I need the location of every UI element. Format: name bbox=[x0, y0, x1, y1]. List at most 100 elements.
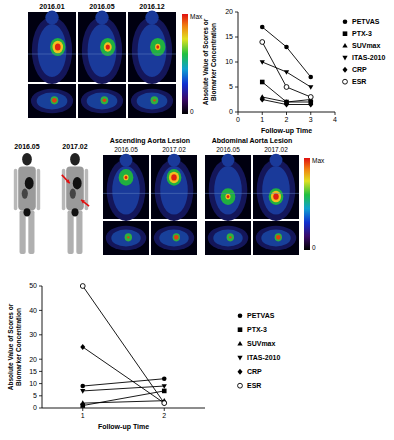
pet-uptake bbox=[52, 98, 57, 103]
pet-body bbox=[159, 230, 188, 247]
pet-body bbox=[138, 24, 167, 77]
mip-body bbox=[66, 167, 84, 211]
mip-uptake bbox=[22, 188, 28, 198]
legend-marker bbox=[342, 67, 347, 73]
pet-scan bbox=[205, 221, 251, 255]
pet-slice-line bbox=[151, 193, 197, 194]
colorbar-label: 0 bbox=[312, 244, 316, 251]
arrow bbox=[81, 200, 89, 206]
pet-head bbox=[145, 11, 158, 25]
pet-uptake bbox=[106, 44, 110, 49]
series-line bbox=[83, 391, 165, 406]
pet-body bbox=[209, 159, 248, 220]
pet-body bbox=[257, 159, 296, 220]
panel-date: 2016.05 bbox=[89, 3, 114, 10]
pet-head bbox=[95, 11, 108, 25]
pet-uptake bbox=[52, 41, 63, 54]
data-point bbox=[260, 25, 265, 30]
pet-body bbox=[208, 226, 248, 250]
y-tick-label: 15 bbox=[225, 33, 233, 40]
mip-body bbox=[70, 153, 80, 165]
y-axis-title: Absolute Value of Scores orBiomarker Con… bbox=[202, 18, 217, 105]
pet-uptake bbox=[50, 38, 65, 56]
y-tick bbox=[39, 383, 42, 384]
y-axis-title-line: Biomarker Concentration bbox=[210, 23, 217, 101]
data-point bbox=[162, 384, 167, 389]
pet-body bbox=[256, 226, 296, 250]
x-tick-label: 1 bbox=[260, 116, 264, 123]
y-tick-label: 50 bbox=[29, 282, 37, 289]
y-tick-label: 0 bbox=[33, 404, 37, 411]
y-tick-label: 20 bbox=[225, 8, 233, 15]
pet-uptake bbox=[125, 176, 128, 179]
pet-uptake bbox=[169, 172, 179, 184]
pet-uptake bbox=[221, 188, 236, 205]
pet-body bbox=[107, 159, 146, 220]
colorbar-label: Max bbox=[312, 157, 325, 164]
data-point bbox=[162, 389, 167, 394]
panel-date: 2017.02 bbox=[62, 143, 87, 150]
pet-uptake bbox=[123, 175, 128, 181]
data-point bbox=[284, 102, 289, 108]
pet-uptake bbox=[125, 233, 132, 241]
pet-body bbox=[132, 17, 172, 84]
pet-uptake bbox=[119, 169, 134, 186]
mip-scan bbox=[5, 152, 49, 256]
series-line bbox=[262, 82, 311, 102]
mip-body bbox=[14, 169, 18, 211]
data-point bbox=[284, 70, 289, 75]
x-tick bbox=[335, 112, 336, 115]
pet-slice-line bbox=[253, 193, 299, 194]
pet-uptake bbox=[276, 235, 281, 240]
data-point bbox=[260, 80, 265, 85]
series-line bbox=[83, 286, 165, 403]
legend-marker bbox=[343, 31, 348, 36]
legend-label: ITAS-2010 bbox=[352, 54, 385, 61]
panel-date: 2017.02 bbox=[162, 146, 186, 153]
pet-uptake bbox=[104, 42, 112, 51]
data-point bbox=[284, 45, 289, 50]
pet-head bbox=[120, 154, 133, 167]
pet-body bbox=[112, 166, 140, 215]
panel-date: 2016.12 bbox=[139, 3, 164, 10]
pet-body bbox=[131, 89, 173, 113]
mip-scan bbox=[53, 152, 97, 256]
pet-uptake bbox=[156, 45, 159, 49]
pet-uptake bbox=[51, 96, 59, 104]
data-point bbox=[80, 284, 85, 289]
data-point bbox=[80, 384, 85, 389]
data-point bbox=[162, 376, 167, 381]
panel-title: Abdominal Aorta Lesion bbox=[212, 137, 293, 144]
panel-date: 2016.05 bbox=[216, 146, 240, 153]
pet-body bbox=[262, 166, 290, 215]
x-tick bbox=[238, 112, 239, 115]
pet-body bbox=[155, 159, 194, 220]
mip-uptake bbox=[25, 177, 34, 189]
pet-uptake bbox=[227, 233, 234, 241]
pet-uptake bbox=[271, 191, 281, 203]
data-point bbox=[260, 97, 265, 103]
pet-uptake bbox=[174, 235, 179, 240]
legend-marker bbox=[238, 313, 243, 318]
plot-area bbox=[260, 25, 314, 108]
panel-date: 2017.02 bbox=[264, 146, 288, 153]
legend-label: ITAS-2010 bbox=[247, 354, 280, 361]
panel-date: 2016.05 bbox=[14, 143, 39, 150]
y-tick-label: 10 bbox=[225, 58, 233, 65]
legend-label: PTX-3 bbox=[247, 326, 267, 333]
legend-marker bbox=[238, 383, 243, 388]
legend-label: CRP bbox=[352, 66, 367, 73]
pet-body bbox=[261, 230, 290, 247]
x-tick-label: 2 bbox=[285, 116, 289, 123]
pet-uptake bbox=[153, 99, 155, 101]
x-axis bbox=[42, 408, 205, 409]
pet-slice-line bbox=[205, 193, 251, 194]
pet-scan bbox=[78, 84, 126, 118]
series-line bbox=[262, 42, 311, 97]
mip-body bbox=[28, 210, 34, 254]
colorbar-label: 0 bbox=[190, 108, 194, 115]
mip-body bbox=[68, 210, 74, 254]
pet-uptake bbox=[103, 99, 107, 103]
mip-body bbox=[22, 153, 32, 165]
pet-body bbox=[214, 166, 242, 215]
